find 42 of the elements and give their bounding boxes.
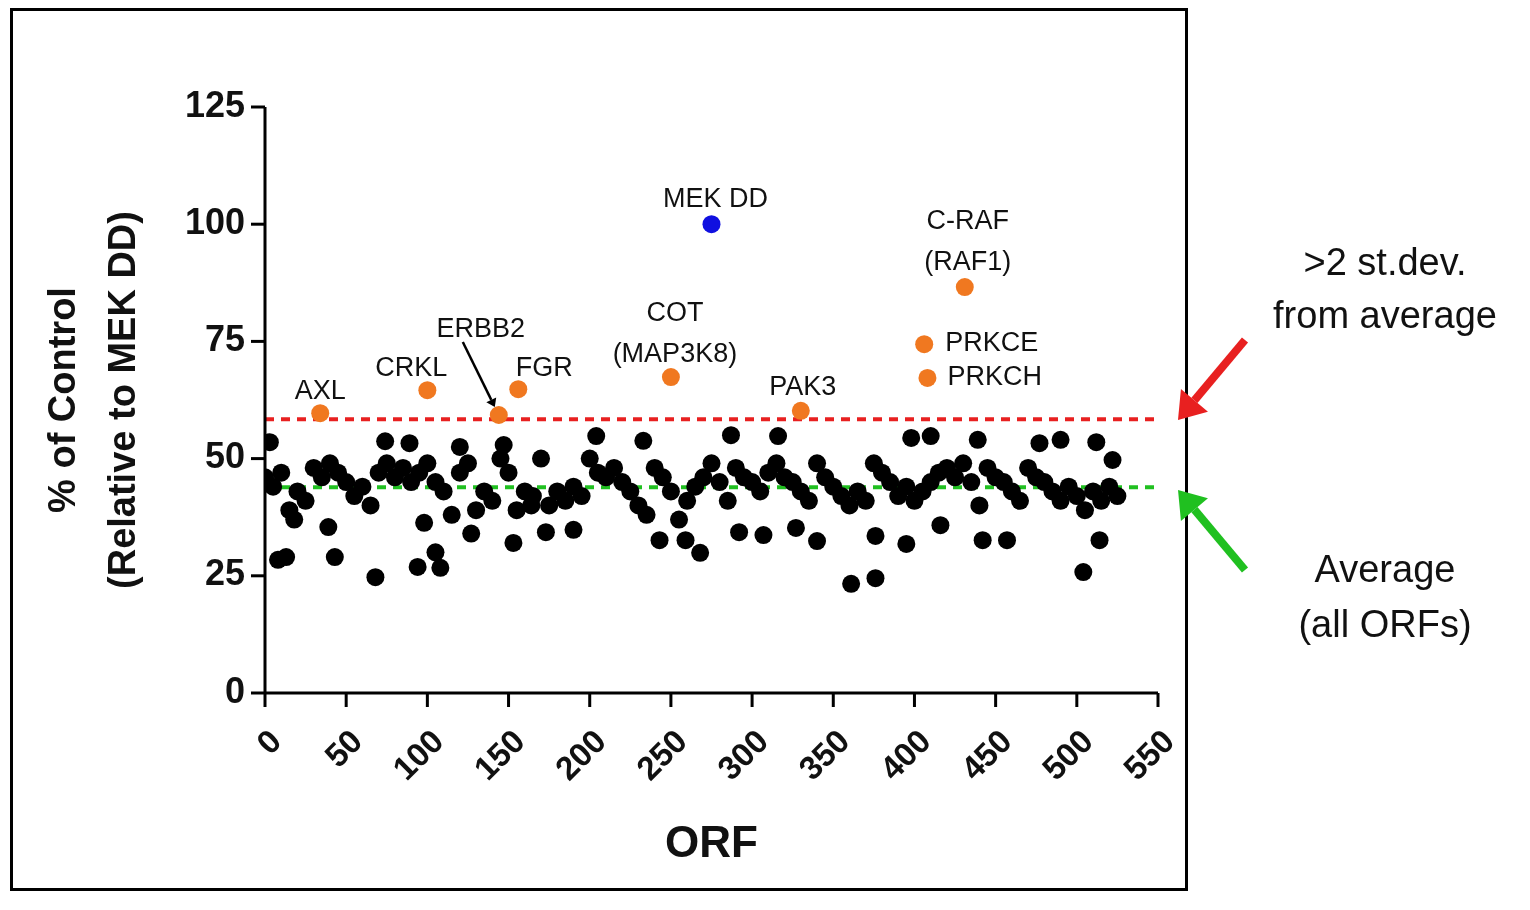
point — [509, 380, 528, 399]
y-tick-label: 75 — [204, 317, 245, 359]
annotation: COT (MAP3K8) — [612, 297, 738, 369]
x-tick-label: 550 — [1116, 721, 1182, 788]
point — [661, 368, 680, 387]
y-tick-label: 25 — [204, 552, 245, 594]
point — [702, 215, 721, 234]
point — [915, 335, 934, 354]
annotation: C-RAF (RAF1) — [924, 205, 1012, 277]
annotation: MEK DD — [662, 183, 769, 214]
y-tick-label: 50 — [204, 435, 245, 477]
x-tick-label: 50 — [317, 721, 370, 775]
point — [955, 278, 974, 297]
text: >2 st.dev. from average — [1273, 241, 1497, 337]
x-tick-label: 200 — [547, 721, 613, 788]
point — [791, 401, 810, 420]
annotation: CRKL — [375, 352, 448, 383]
x-tick-label: 450 — [953, 721, 1019, 788]
annotation: PRKCE — [945, 327, 1039, 358]
annotation: ERBB2 — [436, 313, 526, 344]
point — [918, 368, 937, 387]
y-axis-title: % of Control (Relative to MEK DD) — [41, 211, 144, 589]
x-axis-title: ORF — [665, 816, 758, 866]
annotation: AXL — [294, 375, 346, 406]
y-tick-label: 125 — [184, 83, 245, 125]
annotation: PRKCH — [947, 361, 1042, 392]
x-tick-label: 150 — [466, 721, 532, 788]
y-tick-label: 100 — [184, 200, 245, 242]
annotation: PAK3 — [769, 370, 837, 401]
x-tick-label: 400 — [872, 721, 938, 788]
annotation: FGR — [515, 352, 573, 383]
text: Average (all ORFs) — [1298, 548, 1472, 646]
y-tick-label: 0 — [224, 669, 245, 711]
x-tick-label: 100 — [385, 721, 451, 788]
x-tick-label: 350 — [791, 721, 857, 788]
point — [489, 406, 508, 424]
x-tick-label: 250 — [628, 721, 695, 788]
x-tick-label: 500 — [1034, 721, 1100, 788]
point — [418, 381, 437, 400]
x-tick-label: 300 — [710, 721, 776, 788]
point — [311, 404, 330, 423]
x-tick-label: 0 — [248, 721, 289, 762]
